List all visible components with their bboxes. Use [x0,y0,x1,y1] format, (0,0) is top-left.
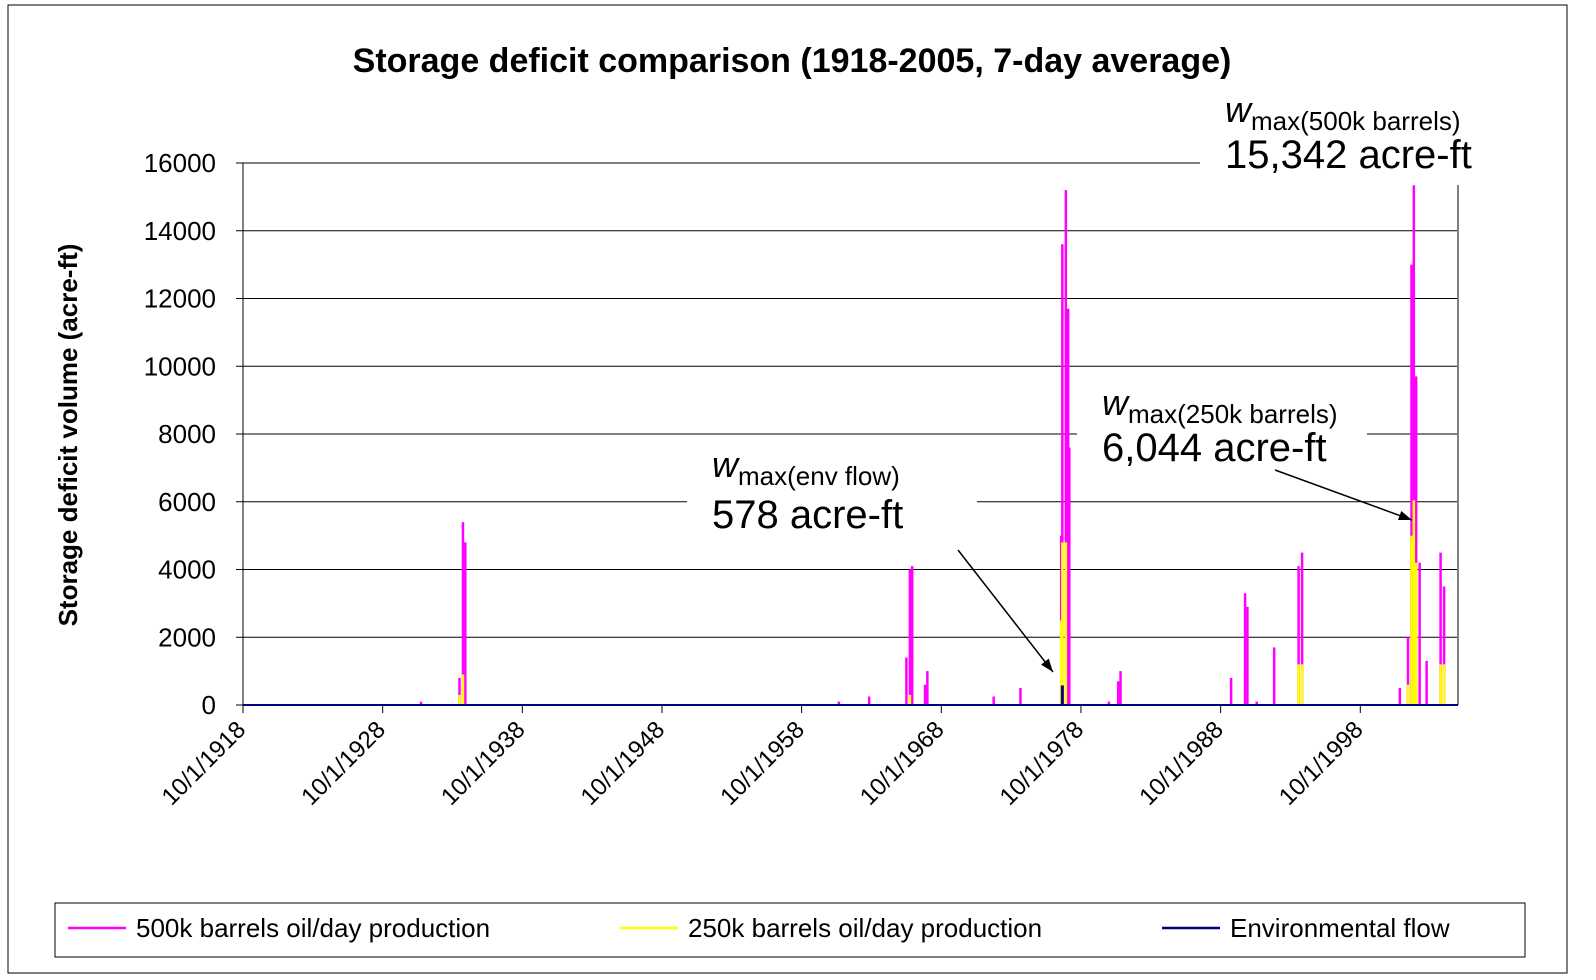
annotation-subscript: max(env flow) [738,461,900,491]
y-tick-label: 10000 [144,351,216,381]
legend-label: Environmental flow [1230,913,1450,943]
annotation-background [1200,82,1490,183]
annotation-background [687,437,977,543]
legend-label: 500k barrels oil/day production [136,913,490,943]
annotation-symbol: w [712,444,740,485]
arrow-head [1398,510,1412,521]
annotation-label: wmax(env flow) [712,444,900,491]
annotation-value: 15,342 acre-ft [1225,133,1472,177]
annotation-subscript: max(250k barrels) [1128,399,1338,429]
annotation-arrow [957,549,1054,673]
y-tick-label: 0 [202,690,216,720]
y-tick-label: 2000 [158,622,216,652]
legend: 500k barrels oil/day production 250k barr… [68,913,1450,943]
y-tick-label: 4000 [158,555,216,585]
legend-box [54,902,1526,958]
annotation-symbol: w [1225,89,1253,130]
arrow-head [1041,658,1053,672]
annotation-value: 6,044 acre-ft [1102,426,1327,470]
annotation-label: wmax(500k barrels) [1225,89,1461,136]
annotation-value: 578 acre-ft [712,493,903,537]
y-tick-label: 16000 [144,148,216,178]
y-tick-label: 14000 [144,216,216,246]
annotations: wmax(500k barrels)15,342 acre-ftwmax(250… [687,82,1490,673]
y-axis-label: Storage deficit volume (acre-ft) [53,244,83,627]
annotation-arrow [1274,469,1413,521]
y-tick-label: 12000 [144,284,216,314]
annotation-background [1077,375,1367,476]
annotation-symbol: w [1102,382,1130,423]
plot [243,185,1458,706]
y-tick-label: 6000 [158,487,216,517]
annotation-label: wmax(250k barrels) [1102,382,1338,429]
chart-title: Storage deficit comparison (1918-2005, 7… [353,42,1232,80]
legend-label: 250k barrels oil/day production [688,913,1042,943]
annotation-subscript: max(500k barrels) [1251,106,1461,136]
y-tick-label: 8000 [158,419,216,449]
